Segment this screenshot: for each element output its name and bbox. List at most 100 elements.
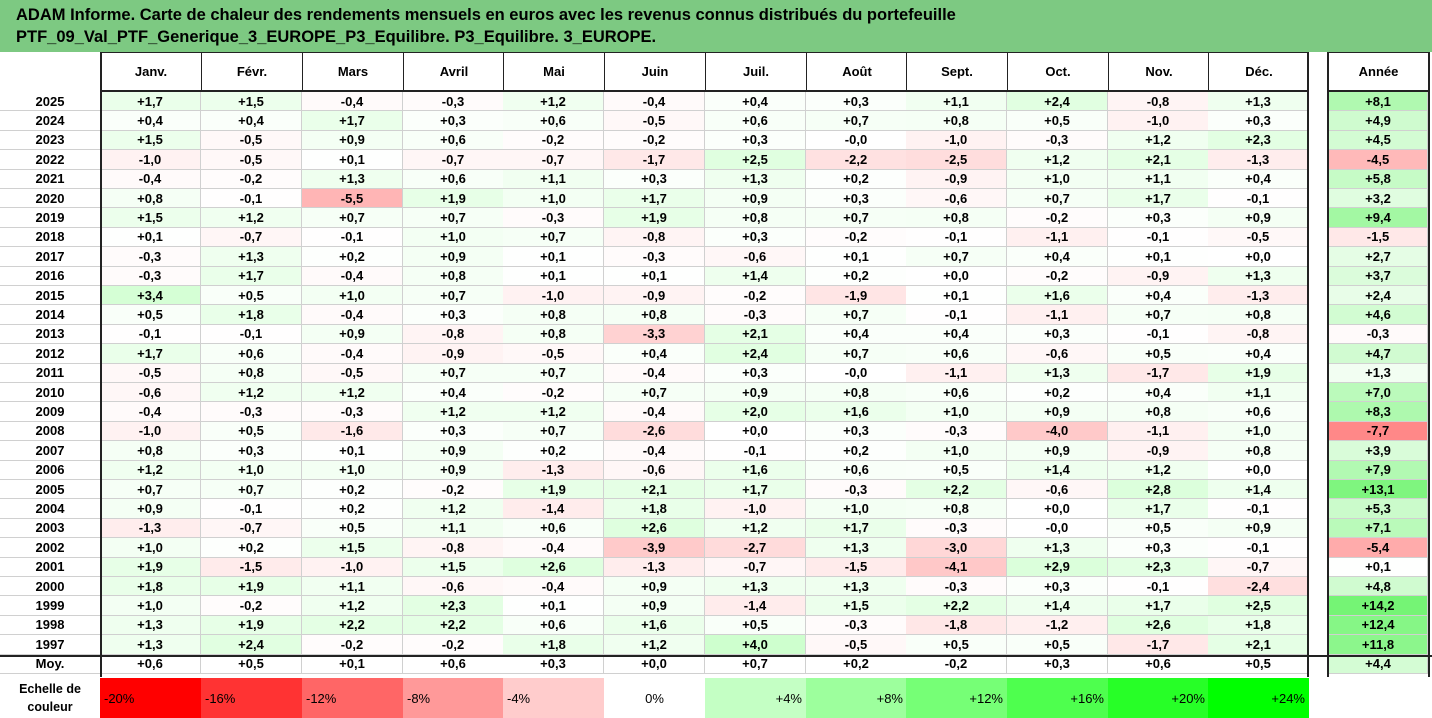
heatmap-cell: +1,2 <box>302 596 403 616</box>
heatmap-cell: +0,2 <box>806 441 907 461</box>
heatmap-cell: -4,1 <box>906 557 1007 577</box>
annual-cell: +12,4 <box>1329 615 1428 636</box>
heatmap-cell: +1,1 <box>302 577 403 597</box>
average-separator <box>0 654 1432 657</box>
heatmap-cell: +0,7 <box>503 363 604 383</box>
heatmap-cell: +0,3 <box>403 305 504 325</box>
heatmap-cell: +0,5 <box>906 635 1007 655</box>
heatmap-cell: -0,1 <box>1108 324 1209 345</box>
heatmap-cell: +1,6 <box>806 402 907 422</box>
heatmap-cell: +0,4 <box>100 111 201 131</box>
heatmap-cell: +0,2 <box>302 480 403 500</box>
heatmap-cell: -0,5 <box>806 635 907 655</box>
heatmap-cell: +4,0 <box>705 635 806 655</box>
heatmap-cell: +1,5 <box>806 596 907 616</box>
heatmap-cell: +2,0 <box>705 402 806 422</box>
row-year-label: 2020 <box>0 189 100 209</box>
heatmap-cell: +1,3 <box>100 615 201 636</box>
heatmap-cell: +0,2 <box>201 538 302 558</box>
heatmap-cell: +1,8 <box>604 499 705 519</box>
heatmap-cell: -0,8 <box>604 227 705 248</box>
heatmap-cell: -0,2 <box>403 480 504 500</box>
heatmap-cell: +0,6 <box>806 460 907 480</box>
heatmap-cell: +0,0 <box>1208 247 1309 267</box>
average-cell: -0,2 <box>906 654 1007 674</box>
scale-step: -16% <box>201 678 302 718</box>
heatmap-cell: -0,1 <box>906 227 1007 248</box>
heatmap-cell: +1,8 <box>1208 615 1309 636</box>
heatmap-cell: +0,8 <box>906 111 1007 131</box>
heatmap-cell: +1,2 <box>503 92 604 112</box>
heatmap-cell: -0,9 <box>403 344 504 364</box>
heatmap-cell: +1,9 <box>503 480 604 500</box>
heatmap-cell: +0,4 <box>1108 286 1209 306</box>
heatmap-cell: +1,0 <box>403 227 504 248</box>
heatmap-cell: +1,0 <box>302 460 403 480</box>
heatmap-cell: +0,9 <box>403 460 504 480</box>
heatmap-cell: +0,3 <box>1007 577 1108 597</box>
heatmap-cell: -1,2 <box>1007 615 1108 636</box>
annual-cell: +0,1 <box>1329 557 1428 577</box>
annual-cell: +7,9 <box>1329 460 1428 480</box>
heatmap-cell: +0,7 <box>403 208 504 228</box>
annual-cell: +5,8 <box>1329 169 1428 189</box>
heatmap-cell: +0,3 <box>1108 208 1209 228</box>
row-year-label: 2019 <box>0 208 100 228</box>
row-year-label: 1998 <box>0 616 100 636</box>
chart-title-line2: PTF_09_Val_PTF_Generique_3_EUROPE_P3_Equ… <box>16 28 657 46</box>
heatmap-cell: +0,1 <box>604 266 705 286</box>
row-year-label: 2003 <box>0 519 100 539</box>
heatmap-cell: +2,2 <box>403 615 504 636</box>
heatmap-cell: +2,8 <box>1108 480 1209 500</box>
heatmap-cell: -0,1 <box>201 189 302 209</box>
heatmap-cell: +0,9 <box>604 596 705 616</box>
heatmap-cell: +0,1 <box>1108 247 1209 267</box>
heatmap-cell: +0,6 <box>503 615 604 636</box>
heatmap-cell: +0,7 <box>906 247 1007 267</box>
average-annual-cell: +4,4 <box>1329 654 1428 674</box>
heatmap-cell: +0,3 <box>806 92 907 112</box>
heatmap-cell: +2,9 <box>1007 557 1108 577</box>
heatmap-cell: +1,7 <box>1108 499 1209 519</box>
heatmap-cell: +0,4 <box>1108 383 1209 403</box>
heatmap-cell: -1,0 <box>906 130 1007 151</box>
heatmap-cell: -1,1 <box>1007 227 1108 248</box>
heatmap-cell: +0,8 <box>705 208 806 228</box>
chart-title-line1: ADAM Informe. Carte de chaleur des rende… <box>16 6 956 24</box>
heatmap-cell: +1,1 <box>403 518 504 539</box>
heatmap-cell: +0,5 <box>302 518 403 539</box>
heatmap-cell: -1,0 <box>1108 111 1209 131</box>
heatmap-cell: +1,3 <box>1208 92 1309 112</box>
heatmap-cell: +0,3 <box>806 421 907 442</box>
heatmap-cell: +0,4 <box>201 111 302 131</box>
heatmap-cell: +1,8 <box>100 577 201 597</box>
heatmap-cell: -0,4 <box>302 92 403 112</box>
heatmap-cell: +0,5 <box>201 421 302 442</box>
heatmap-cell: +2,4 <box>1007 92 1108 112</box>
annual-cell: +2,7 <box>1329 247 1428 267</box>
heatmap-cell: +0,7 <box>806 111 907 131</box>
heatmap-cell: +0,6 <box>906 344 1007 364</box>
heatmap-cell: +1,3 <box>806 577 907 597</box>
heatmap-cell: -0,3 <box>906 577 1007 597</box>
heatmap-cell: -0,8 <box>1108 92 1209 112</box>
heatmap-cell: -0,3 <box>1007 130 1108 151</box>
heatmap-cell: -0,7 <box>201 227 302 248</box>
heatmap-cell: -0,8 <box>403 538 504 558</box>
heatmap-cell: -0,6 <box>1007 344 1108 364</box>
heatmap-cell: -0,4 <box>604 363 705 383</box>
heatmap-cell: +0,3 <box>806 189 907 209</box>
heatmap-cell: +0,1 <box>503 596 604 616</box>
heatmap-cell: -0,2 <box>201 169 302 189</box>
average-cell: +0,6 <box>100 654 201 674</box>
heatmap-cell: -0,1 <box>906 305 1007 325</box>
average-cell: +0,5 <box>1208 654 1309 674</box>
heatmap-cell: +0,9 <box>705 383 806 403</box>
heatmap-cell: -2,6 <box>604 421 705 442</box>
heatmap-cell: -0,4 <box>302 344 403 364</box>
heatmap-cell: +1,9 <box>1208 363 1309 383</box>
average-cell: +0,6 <box>1108 654 1209 674</box>
heatmap-cell: +0,7 <box>503 227 604 248</box>
average-cell: +0,6 <box>403 654 504 674</box>
heatmap-cell: +0,5 <box>1007 635 1108 655</box>
